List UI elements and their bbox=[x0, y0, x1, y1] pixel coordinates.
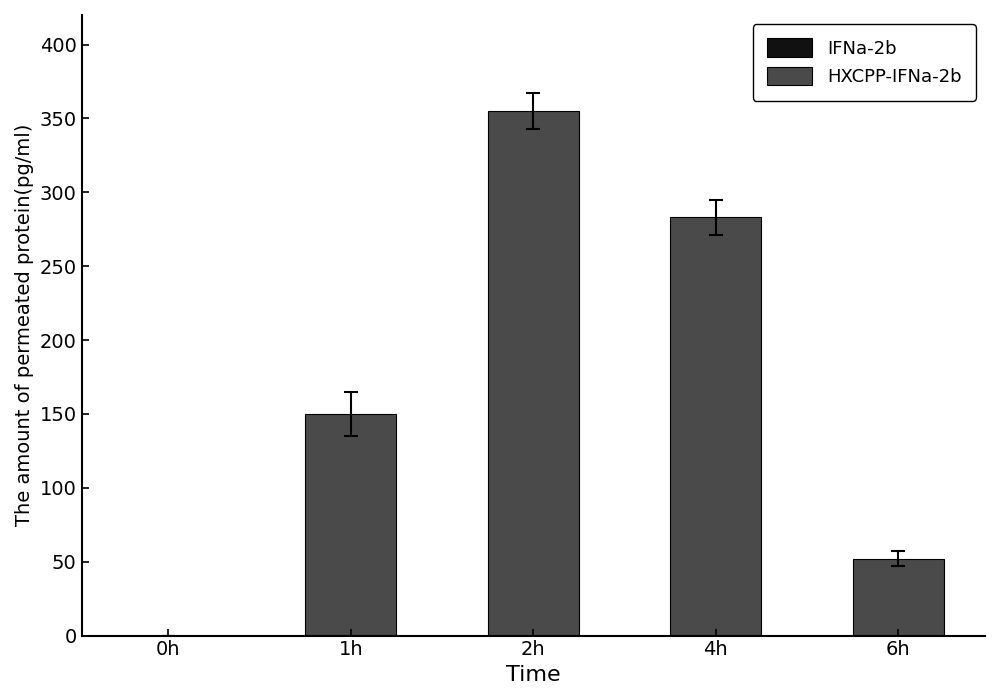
Bar bbox=[488, 111, 579, 636]
Bar bbox=[305, 414, 396, 636]
X-axis label: Time: Time bbox=[506, 665, 561, 685]
Legend: IFNa-2b, HXCPP-IFNa-2b: IFNa-2b, HXCPP-IFNa-2b bbox=[753, 24, 976, 101]
Bar bbox=[670, 218, 761, 636]
Y-axis label: The amount of permeated protein(pg/ml): The amount of permeated protein(pg/ml) bbox=[15, 124, 34, 526]
Bar bbox=[853, 559, 944, 636]
